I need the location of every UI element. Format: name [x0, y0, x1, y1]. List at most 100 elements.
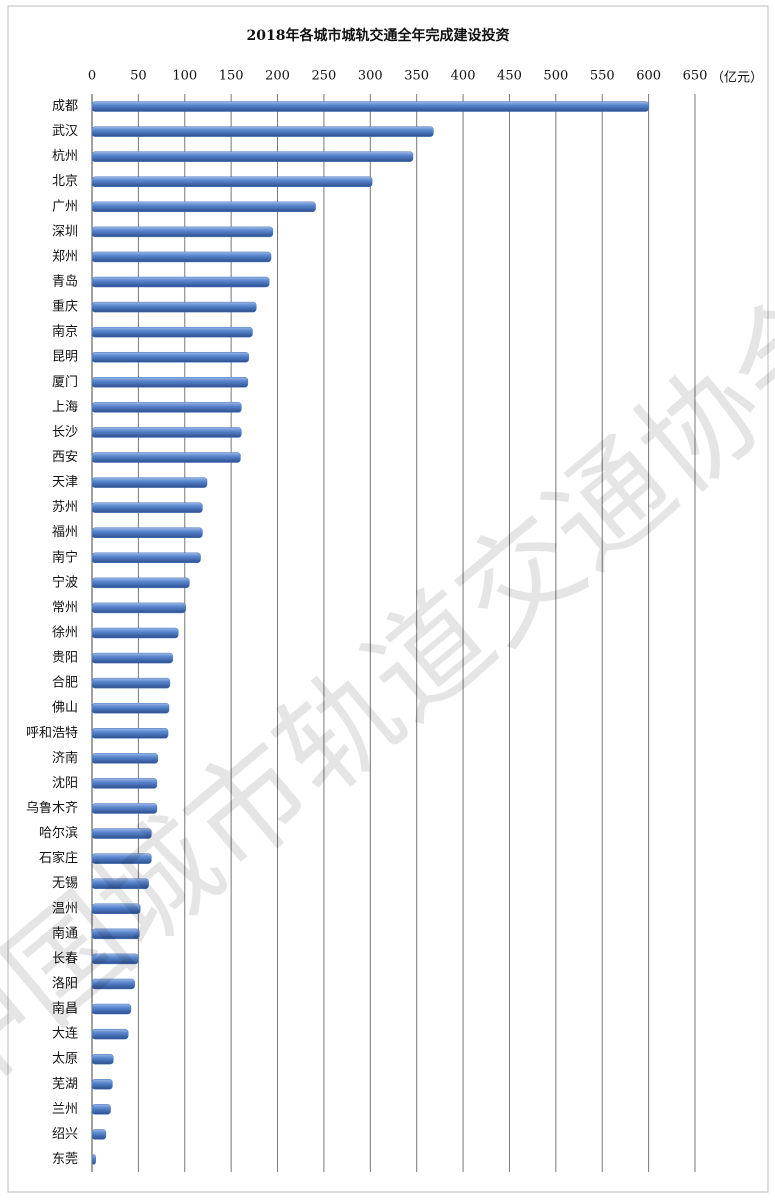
bar — [91, 728, 169, 739]
bar — [91, 351, 250, 363]
y-tick-label: 长春 — [52, 951, 78, 966]
x-tick-label: 150 — [219, 69, 244, 84]
watermark-group: 中国城市轨道交通协会 — [0, 261, 775, 1125]
bar — [91, 452, 241, 463]
bar — [91, 1154, 96, 1165]
bar — [91, 402, 242, 413]
bar — [91, 377, 249, 388]
x-unit: （亿元） — [711, 71, 763, 86]
y-tick-label: 南昌 — [52, 1001, 78, 1017]
x-tick-label: 600 — [636, 69, 661, 84]
y-tick-label: 大连 — [52, 1026, 78, 1042]
y-tick-label: 济南 — [52, 750, 78, 766]
bar — [91, 903, 141, 915]
x-tick-label: 350 — [404, 69, 429, 84]
bar — [91, 226, 274, 238]
bar — [91, 1028, 129, 1040]
x-tick-label: 200 — [265, 69, 290, 84]
x-tick-label: 550 — [590, 69, 615, 84]
x-tick-label: 650 — [683, 69, 708, 84]
y-tick-label: 呼和浩特 — [26, 726, 78, 741]
y-tick-label: 南宁 — [52, 549, 78, 565]
bar — [91, 176, 373, 187]
bar — [91, 652, 173, 664]
bar — [91, 251, 272, 263]
y-tick-label: 苏州 — [52, 499, 78, 515]
bar — [91, 201, 316, 213]
y-tick-label: 沈阳 — [52, 776, 78, 791]
bar — [91, 1003, 132, 1015]
bar — [91, 627, 179, 639]
y-tick-label: 青岛 — [52, 274, 78, 290]
bar — [91, 427, 242, 438]
y-tick-label: 南京 — [52, 324, 78, 340]
bar — [91, 828, 152, 839]
y-tick-label: 洛阳 — [52, 976, 78, 991]
bar — [91, 1129, 107, 1140]
y-tick-label: 广州 — [52, 199, 78, 214]
bar — [91, 502, 203, 513]
y-tick-label: 贵阳 — [52, 651, 78, 666]
chart-frame — [7, 5, 769, 1193]
bar — [91, 1053, 114, 1065]
bar — [91, 702, 170, 714]
bar — [91, 301, 257, 313]
y-tick-label: 重庆 — [52, 299, 78, 315]
x-tick-label: 400 — [451, 69, 476, 84]
bar — [91, 101, 649, 112]
watermark: 中国城市轨道交通协会 — [0, 261, 775, 1125]
y-tick-label: 长沙 — [52, 425, 78, 440]
y-tick-label: 温州 — [52, 901, 78, 916]
y-tick-label: 兰州 — [52, 1102, 78, 1117]
y-tick-label: 北京 — [52, 174, 78, 189]
bar — [91, 753, 159, 764]
bar — [91, 1104, 111, 1115]
bar — [91, 552, 201, 564]
y-tick-label: 东莞 — [52, 1152, 78, 1167]
bar — [91, 853, 152, 864]
y-tick-label: 上海 — [52, 400, 78, 415]
y-tick-label: 石家庄 — [39, 850, 78, 866]
y-tick-label: 昆明 — [52, 350, 78, 365]
y-tick-label: 太原 — [52, 1052, 78, 1067]
y-tick-label: 乌鲁木齐 — [26, 800, 78, 816]
y-tick-label: 武汉 — [52, 124, 78, 139]
bar — [91, 778, 158, 789]
x-tick-label: 0 — [88, 69, 96, 84]
bar — [91, 527, 203, 538]
bar — [91, 126, 434, 137]
bar — [91, 803, 158, 814]
y-tick-label: 厦门 — [52, 375, 78, 390]
bar — [91, 477, 208, 488]
y-tick-label: 合肥 — [52, 676, 78, 691]
y-tick-label: 宁波 — [52, 574, 78, 590]
y-tick-label: 西安 — [52, 450, 78, 465]
y-tick-label: 芜湖 — [52, 1077, 78, 1092]
bar — [91, 577, 190, 589]
y-tick-label: 天津 — [52, 475, 78, 490]
bar — [91, 602, 186, 614]
y-tick-label: 常州 — [52, 600, 78, 615]
bar — [91, 276, 270, 288]
y-tick-label: 南通 — [52, 925, 78, 941]
y-tick-label: 徐州 — [52, 626, 78, 641]
bar — [91, 1079, 113, 1090]
bar — [91, 953, 139, 965]
x-tick-label: 450 — [497, 69, 522, 84]
x-tick-label: 100 — [172, 69, 197, 84]
bar — [91, 677, 171, 689]
y-tick-label: 成都 — [52, 99, 78, 114]
bar — [91, 978, 135, 990]
y-tick-label: 福州 — [52, 525, 78, 540]
y-tick-label: 无锡 — [52, 876, 78, 891]
y-tick-label: 深圳 — [52, 224, 78, 239]
y-tick-label: 哈尔滨 — [39, 825, 78, 841]
x-tick-label: 300 — [358, 69, 383, 84]
bar — [91, 878, 149, 889]
y-tick-label: 佛山 — [52, 701, 78, 716]
x-tick-label: 250 — [312, 69, 337, 84]
bar — [91, 151, 414, 162]
y-tick-label: 杭州 — [52, 149, 78, 164]
bar — [91, 928, 140, 940]
